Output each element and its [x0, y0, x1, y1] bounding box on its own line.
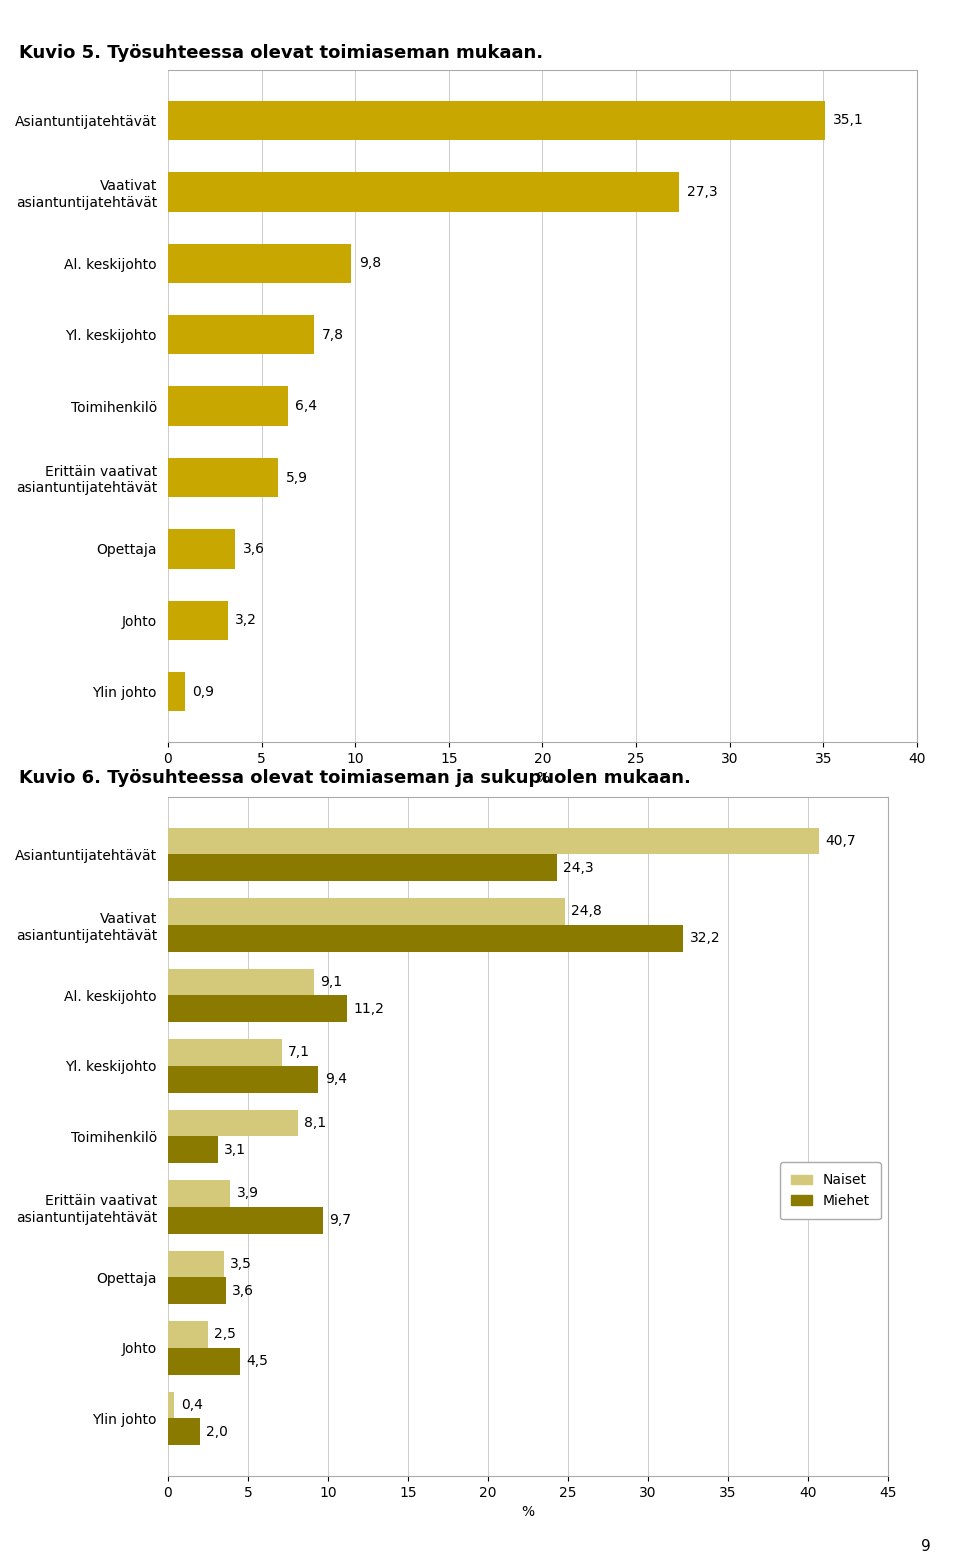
Text: Kuvio 5. Työsuhteessa olevat toimiaseman mukaan.: Kuvio 5. Työsuhteessa olevat toimiaseman…	[19, 44, 543, 62]
Bar	[168, 1418, 200, 1445]
Text: 24,3: 24,3	[564, 861, 594, 875]
Bar	[168, 1039, 281, 1065]
Bar	[168, 1207, 324, 1234]
Bar	[168, 898, 564, 925]
Text: 9,1: 9,1	[320, 975, 342, 989]
Bar	[168, 1251, 224, 1278]
Text: 27,3: 27,3	[686, 184, 717, 198]
Text: 5,9: 5,9	[286, 470, 308, 484]
Bar	[168, 172, 679, 211]
Text: 24,8: 24,8	[571, 904, 602, 918]
Text: 3,2: 3,2	[235, 614, 257, 628]
Bar	[168, 530, 235, 569]
Bar	[168, 1392, 175, 1418]
Text: 7,1: 7,1	[288, 1045, 310, 1059]
Bar	[168, 925, 684, 951]
Text: 2,5: 2,5	[214, 1328, 236, 1342]
Text: 9,4: 9,4	[324, 1072, 347, 1086]
Text: 3,1: 3,1	[224, 1143, 246, 1157]
Text: 6,4: 6,4	[296, 400, 318, 412]
Bar	[168, 672, 185, 711]
Text: 9,8: 9,8	[359, 256, 381, 270]
Bar	[168, 1278, 226, 1304]
Text: 9: 9	[922, 1539, 931, 1554]
Bar	[168, 1065, 319, 1093]
Text: 35,1: 35,1	[832, 114, 863, 128]
Bar	[168, 854, 557, 881]
X-axis label: %: %	[536, 772, 549, 786]
Bar	[168, 1137, 218, 1164]
Bar	[168, 244, 351, 283]
Bar	[168, 386, 288, 426]
Bar	[168, 1321, 208, 1348]
Text: 32,2: 32,2	[689, 931, 720, 945]
Bar	[168, 1348, 240, 1375]
Bar	[168, 995, 348, 1022]
Text: 3,6: 3,6	[243, 542, 265, 556]
Text: 3,5: 3,5	[230, 1257, 252, 1271]
Bar	[168, 1109, 298, 1137]
Text: 2,0: 2,0	[206, 1425, 228, 1439]
Text: 3,9: 3,9	[237, 1187, 259, 1201]
Text: 11,2: 11,2	[353, 1001, 384, 1015]
Text: Kuvio 6. Työsuhteessa olevat toimiaseman ja sukupuolen mukaan.: Kuvio 6. Työsuhteessa olevat toimiaseman…	[19, 769, 691, 787]
Bar	[168, 828, 819, 854]
Bar	[168, 1179, 230, 1207]
Bar	[168, 601, 228, 640]
Bar	[168, 458, 278, 497]
Text: 8,1: 8,1	[304, 1115, 326, 1129]
Text: 0,9: 0,9	[192, 684, 214, 698]
Legend: Naiset, Miehet: Naiset, Miehet	[780, 1162, 881, 1220]
Bar	[168, 102, 825, 141]
Text: 4,5: 4,5	[247, 1354, 268, 1368]
Text: 40,7: 40,7	[826, 834, 856, 848]
Bar	[168, 316, 314, 355]
Text: 7,8: 7,8	[322, 328, 344, 342]
Text: 3,6: 3,6	[232, 1284, 254, 1298]
X-axis label: %: %	[521, 1506, 535, 1520]
Text: 0,4: 0,4	[180, 1398, 203, 1412]
Bar	[168, 968, 314, 995]
Text: 9,7: 9,7	[329, 1214, 351, 1228]
